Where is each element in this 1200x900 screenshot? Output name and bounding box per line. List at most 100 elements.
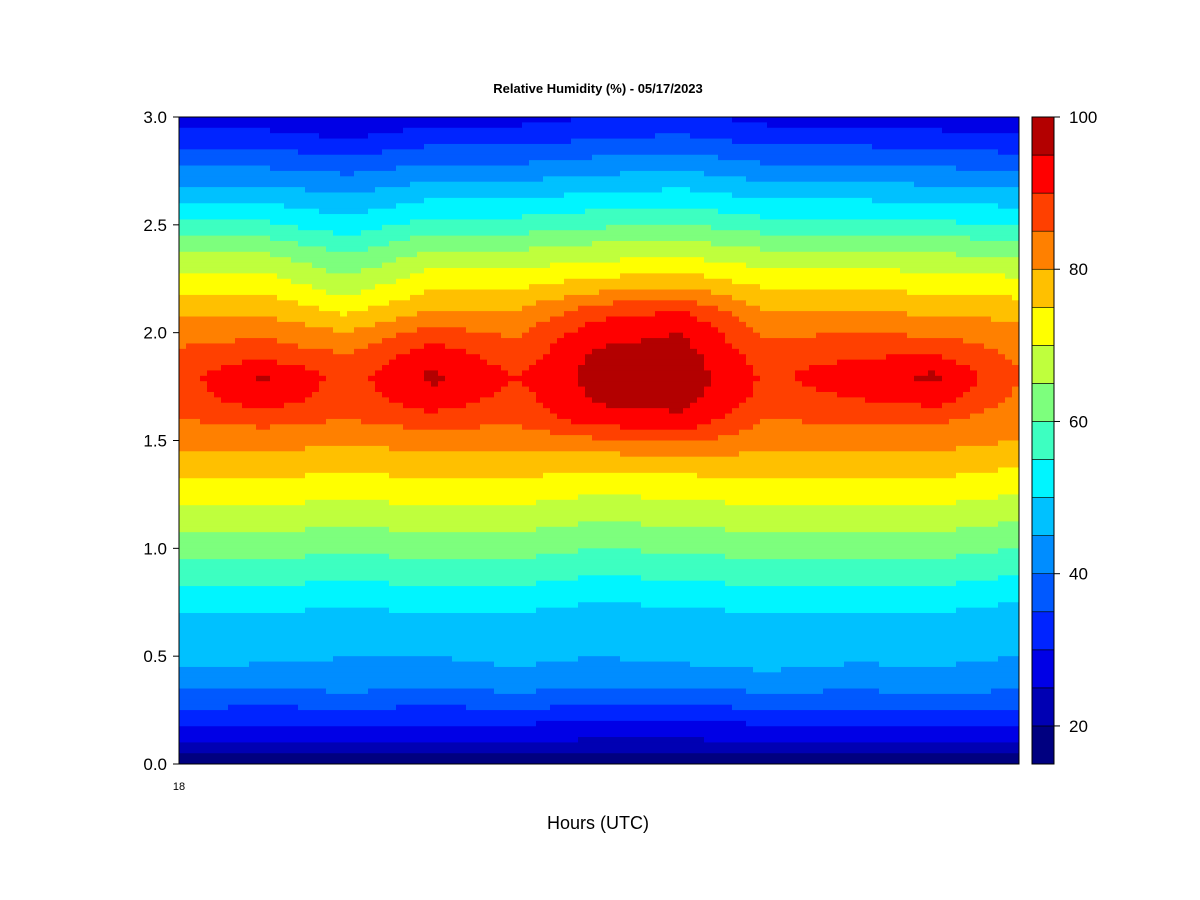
contour-cell [431, 554, 439, 560]
contour-cell [340, 516, 348, 522]
contour-cell [396, 516, 404, 522]
contour-cell [459, 737, 467, 743]
contour-cell [235, 554, 243, 560]
contour-cell [382, 257, 390, 263]
contour-cell [431, 149, 439, 155]
contour-cell [417, 726, 425, 732]
contour-cell [228, 257, 236, 263]
contour-cell [368, 241, 376, 247]
contour-cell [193, 419, 201, 425]
contour-cell [249, 516, 257, 522]
contour-cell [340, 327, 348, 333]
contour-cell [270, 586, 278, 592]
contour-cell [214, 732, 222, 738]
contour-cell [438, 548, 446, 554]
contour-cell [228, 457, 236, 463]
contour-cell [368, 122, 376, 128]
contour-cell [354, 527, 362, 533]
contour-cell [438, 640, 446, 646]
contour-cell [319, 370, 327, 376]
contour-cell [389, 338, 397, 344]
contour-cell [347, 397, 355, 403]
contour-cell [200, 236, 208, 242]
contour-cell [396, 656, 404, 662]
contour-cell [424, 446, 432, 452]
contour-cell [459, 721, 467, 727]
contour-cell [214, 451, 222, 457]
contour-cell [221, 290, 229, 296]
contour-cell [417, 316, 425, 322]
contour-cell [221, 748, 229, 754]
contour-cell [207, 306, 215, 312]
contour-field [179, 117, 1020, 765]
contour-cell [333, 586, 341, 592]
contour-cell [277, 209, 285, 215]
contour-cell [228, 575, 236, 581]
contour-cell [235, 171, 243, 177]
contour-cell [417, 370, 425, 376]
contour-cell [305, 435, 313, 441]
contour-cell [347, 149, 355, 155]
contour-cell [277, 300, 285, 306]
contour-cell [417, 268, 425, 274]
contour-cell [228, 209, 236, 215]
contour-cell [221, 327, 229, 333]
contour-cell [424, 656, 432, 662]
contour-cell [403, 581, 411, 587]
contour-cell [277, 565, 285, 571]
contour-cell [326, 645, 334, 651]
contour-cell [389, 284, 397, 290]
contour-cell [291, 645, 299, 651]
contour-cell [333, 645, 341, 651]
contour-cell [242, 565, 250, 571]
contour-cell [347, 678, 355, 684]
contour-cell [417, 300, 425, 306]
contour-cell [284, 543, 292, 549]
contour-cell [256, 651, 264, 657]
contour-cell [361, 656, 369, 662]
contour-cell [459, 527, 467, 533]
contour-cell [312, 602, 320, 608]
contour-cell [403, 327, 411, 333]
contour-cell [214, 139, 222, 145]
contour-cell [452, 457, 460, 463]
contour-cell [256, 122, 264, 128]
contour-cell [214, 559, 222, 565]
contour-cell [417, 397, 425, 403]
contour-cell [417, 715, 425, 721]
contour-cell [417, 192, 425, 198]
contour-cell [214, 624, 222, 630]
contour-cell [242, 149, 250, 155]
contour-cell [277, 457, 285, 463]
contour-cell [179, 527, 187, 533]
contour-cell [270, 338, 278, 344]
contour-cell [235, 387, 243, 393]
contour-cell [368, 354, 376, 360]
contour-cell [466, 279, 474, 285]
contour-cell [452, 467, 460, 473]
contour-cell [186, 532, 194, 538]
contour-cell [235, 435, 243, 441]
contour-cell [270, 494, 278, 500]
contour-cell [424, 236, 432, 242]
contour-cell [298, 608, 306, 614]
contour-cell [340, 300, 348, 306]
contour-cell [249, 117, 257, 123]
contour-cell [410, 662, 418, 668]
contour-cell [438, 532, 446, 538]
contour-cell [263, 414, 271, 420]
contour-cell [340, 424, 348, 430]
contour-cell [326, 602, 334, 608]
contour-cell [256, 451, 264, 457]
contour-cell [256, 602, 264, 608]
contour-cell [228, 742, 236, 748]
contour-cell [270, 516, 278, 522]
contour-cell [347, 521, 355, 527]
contour-cell [200, 354, 208, 360]
contour-cell [396, 273, 404, 279]
contour-cell [221, 424, 229, 430]
contour-cell [452, 236, 460, 242]
contour-cell [291, 387, 299, 393]
contour-cell [354, 252, 362, 258]
contour-cell [396, 505, 404, 511]
